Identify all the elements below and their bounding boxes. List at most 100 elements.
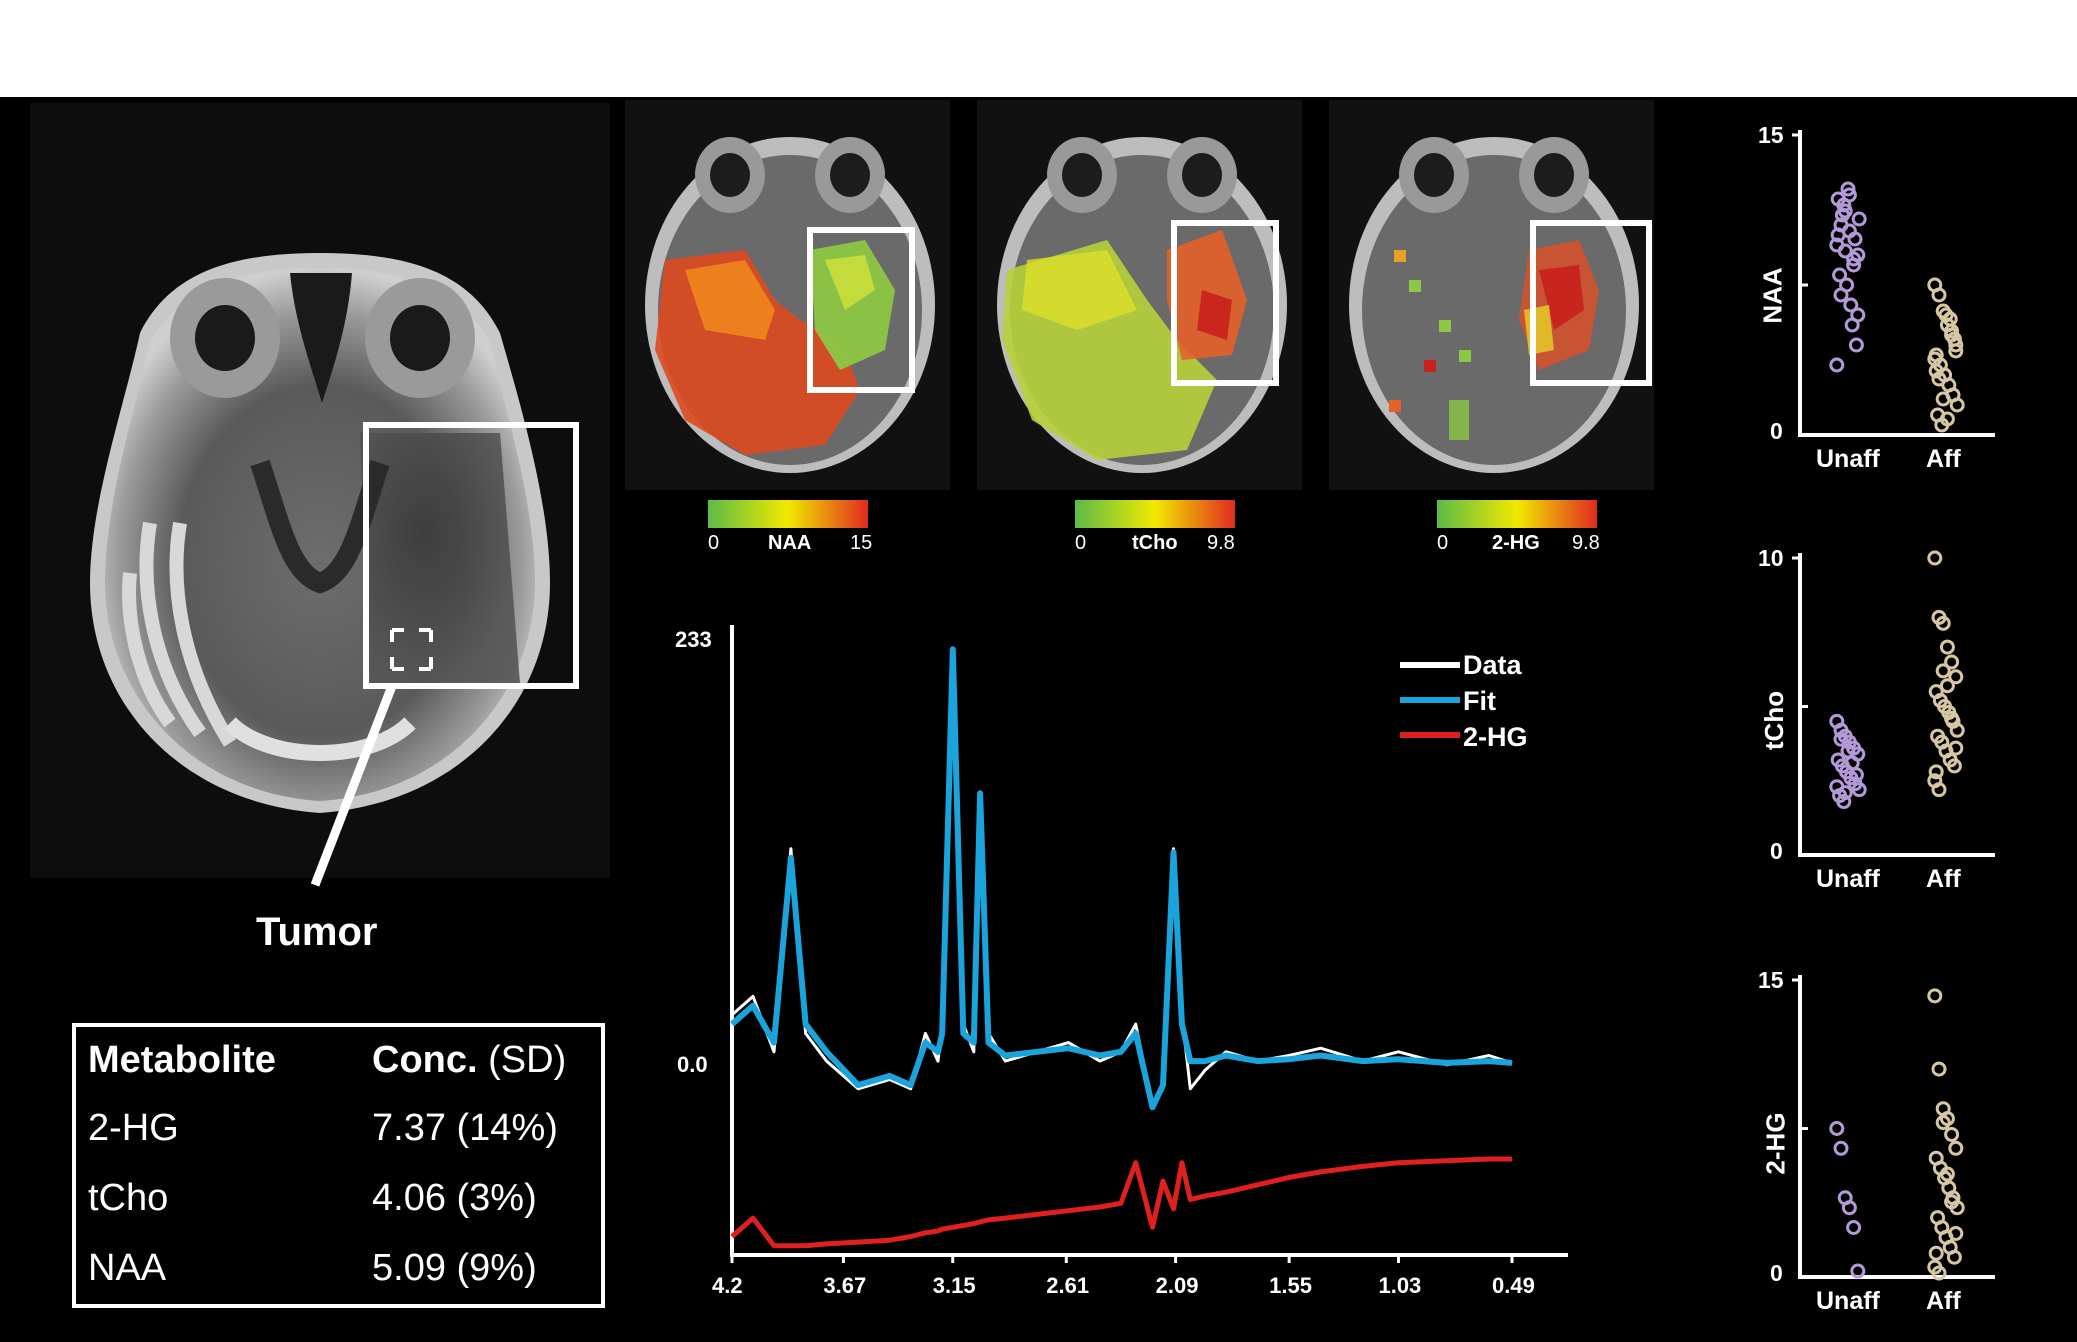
table-cell-conc: 4.06 (3%) — [372, 1177, 537, 1219]
table-cell-conc: 5.09 (9%) — [372, 1247, 537, 1289]
table-cell-metabolite: NAA — [88, 1247, 167, 1289]
category-label: Aff — [1926, 1287, 1961, 1315]
y-max-label: 15 — [1758, 967, 1784, 993]
naa-colorbar-min: 0 — [708, 532, 720, 554]
scatter-point — [1939, 411, 1955, 427]
scatter-point — [1946, 758, 1962, 774]
x-tick-label: 1.55 — [1269, 1273, 1312, 1298]
tcho-colorbar-max: 9.8 — [1207, 532, 1235, 554]
spectrum-lines — [730, 646, 1513, 1249]
scatter-point — [1948, 1225, 1964, 1241]
scatter-point — [1841, 223, 1857, 239]
x-tick-label: 1.03 — [1378, 1273, 1422, 1298]
scatter-point — [1841, 1200, 1857, 1216]
scatter-point — [1833, 731, 1849, 747]
tcho-map-image — [977, 100, 1302, 490]
scatter-point — [1832, 267, 1848, 283]
scatter-point — [1944, 1194, 1960, 1210]
scatter-point — [1834, 207, 1850, 223]
scatter-point — [1935, 663, 1951, 679]
scatter-point — [1837, 785, 1853, 801]
x-tick-label: 3.67 — [823, 1273, 867, 1298]
scatter-point — [1935, 1115, 1951, 1131]
x-tick-label: 2.61 — [1046, 1273, 1090, 1298]
x-tick-label: 0.49 — [1492, 1273, 1535, 1298]
y-min-label: 0 — [1770, 1260, 1783, 1286]
scatter-point — [1931, 782, 1947, 798]
x-tick-label: 4.2 — [712, 1273, 743, 1298]
scatter-point — [1935, 615, 1951, 631]
scatter-point — [1944, 710, 1960, 726]
main-mri-image — [30, 103, 610, 878]
legend-data-label: Data — [1463, 650, 1522, 680]
scatter-point — [1851, 211, 1867, 227]
category-label: Unaff — [1816, 445, 1880, 473]
2hg-colorbar — [1437, 500, 1597, 528]
scatter-point — [1830, 191, 1846, 207]
2hg-colorbar-min: 0 — [1437, 532, 1449, 554]
scatter-point — [1948, 1140, 1964, 1156]
table-cell-metabolite: tCho — [88, 1177, 169, 1219]
scatter-point — [1939, 1166, 1955, 1182]
scatter-point — [1846, 1220, 1862, 1235]
y-top-label: 233 — [675, 627, 712, 652]
y-axis-title: 2-HG — [1760, 1112, 1791, 1175]
legend-swatches — [1400, 662, 1460, 738]
naa-colorbar — [708, 500, 868, 528]
tcho-colorbar — [1075, 500, 1235, 528]
scatter-point — [1927, 988, 1943, 1004]
naa-map-image — [625, 100, 950, 490]
scatter-point — [1848, 767, 1864, 783]
scatter-point — [1935, 391, 1951, 407]
scatter-point — [1946, 1249, 1962, 1265]
scatter-point — [1843, 297, 1859, 313]
scatter-point — [1840, 181, 1856, 197]
y-min-label: 0 — [1770, 418, 1783, 444]
table-header-conc-bold: Conc. — [372, 1039, 478, 1081]
y-axis-title: NAA — [1757, 267, 1788, 324]
scatter-point — [1833, 1140, 1849, 1156]
y-max-label: 10 — [1758, 545, 1784, 571]
category-label: Unaff — [1816, 865, 1880, 893]
scatter-point — [1948, 337, 1964, 353]
scatter-point — [1846, 251, 1862, 267]
scatter-point — [1850, 307, 1866, 323]
scatter-point — [1931, 371, 1947, 387]
scatter-point — [1851, 782, 1867, 798]
2hg-colorbar-label: 2-HG — [1492, 532, 1540, 554]
scatter-point — [1833, 287, 1849, 303]
tcho-colorbar-label: tCho — [1132, 532, 1178, 554]
naa-colorbar-label: NAA — [768, 532, 812, 554]
category-label: Unaff — [1816, 1287, 1880, 1315]
scatter-point — [1944, 323, 1960, 339]
table-header-conc: Conc. (SD) — [372, 1039, 566, 1082]
scatter-point — [1850, 1263, 1866, 1279]
scatter-point — [1928, 764, 1944, 780]
series-line-2-hg — [730, 1156, 1512, 1249]
y-min-label: 0 — [1770, 838, 1783, 864]
scatter-point — [1931, 1061, 1947, 1077]
x-tick-label: 3.15 — [932, 1273, 976, 1298]
table-header-metabolite: Metabolite — [88, 1039, 276, 1081]
scatter-point — [1948, 343, 1964, 359]
scatter-point — [1948, 669, 1964, 685]
scatter-point — [1939, 639, 1955, 655]
scatter-point — [1948, 740, 1964, 756]
scatter-point — [1927, 550, 1943, 566]
scatter-point — [1949, 722, 1965, 738]
y-axis-title: tCho — [1759, 690, 1790, 751]
scatter-point — [1939, 678, 1955, 694]
scatter-point — [1944, 654, 1960, 670]
table-cell-metabolite: 2-HG — [88, 1107, 179, 1149]
legend-2hg-label: 2-HG — [1463, 722, 1528, 752]
scatter-point — [1944, 1126, 1960, 1142]
table-header-sd: (SD) — [477, 1039, 567, 1081]
scatter-point — [1837, 243, 1853, 259]
2hg-colorbar-max: 9.8 — [1572, 532, 1600, 554]
scatter-point — [1836, 794, 1852, 810]
tcho-colorbar-min: 0 — [1075, 532, 1087, 554]
naa-colorbar-max: 15 — [850, 532, 873, 554]
